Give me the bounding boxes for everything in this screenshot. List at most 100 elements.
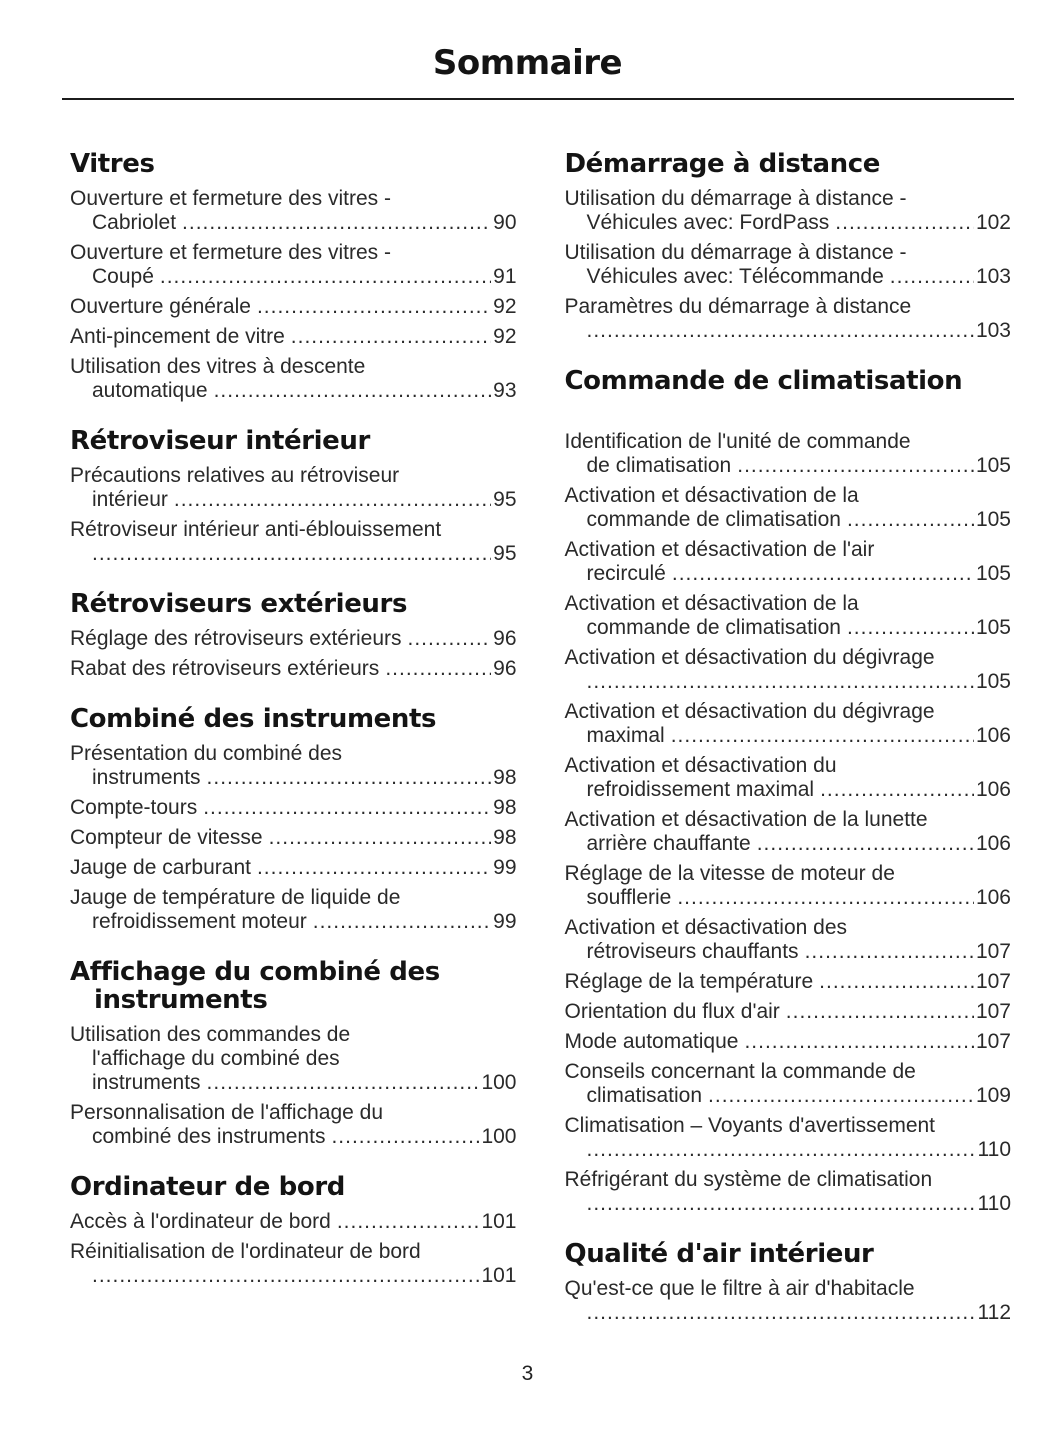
toc-entry[interactable]: Compteur de vitesse 98 [70, 826, 517, 850]
header-divider [62, 98, 1014, 100]
toc-page-number: 101 [481, 1264, 517, 1287]
toc-entry-line: 95 [70, 542, 517, 566]
toc-entry-line: Réglage de la température 107 [565, 970, 1012, 994]
toc-entry[interactable]: Réglage de la température 107 [565, 970, 1012, 994]
section-heading-line: Affichage du combiné des [70, 957, 440, 987]
toc-entry[interactable]: Personnalisation de l'affichage du combin… [70, 1101, 517, 1149]
toc-entry[interactable]: Identification de l'unité de commande de … [565, 430, 1012, 478]
toc-entry-line: Rétroviseur intérieur anti-éblouissement [70, 518, 442, 541]
toc-entry[interactable]: Activation et désactivation de la lunett… [565, 808, 1012, 856]
toc-entry-text: rétroviseurs chauffants [586, 940, 799, 963]
section-heading-line: Commande de climatisation [564, 366, 963, 396]
toc-entry-line: combiné des instruments 100 [70, 1125, 517, 1149]
toc-entry[interactable]: Ouverture générale 92 [70, 295, 517, 319]
toc-entry[interactable]: Utilisation des vitres à descente automat… [70, 355, 517, 403]
toc-page-number: 92 [493, 295, 517, 318]
toc-entry-line: Réinitialisation de l'ordinateur de bord [70, 1240, 421, 1263]
toc-entry[interactable]: Paramètres du démarrage à distance 103 [565, 295, 1012, 343]
toc-entry[interactable]: Réglage des rétroviseurs extérieurs 96 [70, 627, 517, 651]
toc-entry-line: Activation et désactivation de la lunett… [564, 808, 928, 831]
toc-entry-text: refroidissement maximal [586, 778, 815, 801]
toc-entry[interactable]: Compte-tours 98 [70, 796, 517, 820]
toc-entry[interactable]: Jauge de température de liquide de refroi… [70, 886, 517, 934]
toc-entry-text: Compte-tours [70, 796, 198, 819]
toc-entry-text: Compteur de vitesse [70, 826, 263, 849]
toc-section: Rétroviseurs extérieurs Réglage des rétro… [70, 590, 517, 681]
toc-entry[interactable]: Utilisation du démarrage à distance - Véh… [565, 241, 1012, 289]
toc-entry[interactable]: Qu'est-ce que le filtre à air d'habitacl… [565, 1277, 1012, 1325]
toc-entry-line: Qu'est-ce que le filtre à air d'habitacl… [564, 1277, 915, 1300]
toc-entry[interactable]: Activation et désactivation du dégivrage… [565, 646, 1012, 694]
toc-entry[interactable]: Réinitialisation de l'ordinateur de bord… [70, 1240, 517, 1288]
toc-entry[interactable]: Rétroviseur intérieur anti-éblouissement… [70, 518, 517, 566]
toc-entry[interactable]: Activation et désactivation de l'air reci… [565, 538, 1012, 586]
toc-entry-line: Climatisation – Voyants d'avertissement [564, 1114, 936, 1137]
toc-entry-line: Précautions relatives au rétroviseur [70, 464, 400, 487]
toc-entry-line: Compteur de vitesse 98 [70, 826, 517, 850]
toc-entry-text: Véhicules avec: Télécommande [586, 265, 884, 288]
toc-entry-text: Anti-pincement de vitre [70, 325, 285, 348]
toc-entry[interactable]: Activation et désactivation de la command… [565, 484, 1012, 532]
page-title: Sommaire [432, 43, 623, 83]
toc-section: Commande de climatisation Identification … [565, 367, 1012, 1216]
toc-page-number: 99 [493, 910, 517, 933]
toc-entry-text: Jauge de carburant [70, 856, 251, 879]
toc-entry-text: Rabat des rétroviseurs extérieurs [70, 657, 380, 680]
toc-entry-line: intérieur 95 [70, 488, 517, 512]
toc-entry-line: Activation et désactivation du dégivrage [564, 700, 935, 723]
toc-dots-leader [847, 508, 974, 532]
toc-entry[interactable]: Conseils concernant la commande de climat… [565, 1060, 1012, 1108]
toc-entry-text: arrière chauffante [586, 832, 751, 855]
toc-page-number: 101 [481, 1210, 517, 1233]
toc-entry-text: combiné des instruments [92, 1125, 326, 1148]
toc-dots-leader [207, 1071, 480, 1095]
section-heading-line: instruments [94, 985, 268, 1015]
toc-dots-leader [587, 1301, 976, 1325]
toc-page-number: 105 [975, 616, 1011, 639]
toc-entry-line: Mode automatique 107 [565, 1030, 1012, 1054]
toc-entry[interactable]: Activation et désactivation des rétrovise… [565, 916, 1012, 964]
toc-entry[interactable]: Accès à l'ordinateur de bord 101 [70, 1210, 517, 1234]
toc-page-number: 112 [977, 1301, 1011, 1324]
toc-entry-text: refroidissement moteur [92, 910, 307, 933]
toc-dots-leader [677, 886, 974, 910]
toc-page-number: 107 [975, 1030, 1011, 1053]
section-heading: Affichage du combiné des instruments [70, 958, 517, 1014]
toc-entry[interactable]: Rabat des rétroviseurs extérieurs 96 [70, 657, 517, 681]
toc-section: Qualité d'air intérieur Qu'est-ce que le … [565, 1240, 1012, 1325]
toc-section: Rétroviseur intérieur Précautions relativ… [70, 427, 517, 566]
toc-entry-line: 110 [565, 1138, 1011, 1162]
toc-entry[interactable]: Mode automatique 107 [565, 1030, 1012, 1054]
toc-entry[interactable]: Orientation du flux d'air 107 [565, 1000, 1012, 1024]
toc-entry[interactable]: Utilisation du démarrage à distance - Véh… [565, 187, 1012, 235]
toc-entry[interactable]: Climatisation – Voyants d'avertissement 1… [565, 1114, 1012, 1162]
toc-entry[interactable]: Jauge de carburant 99 [70, 856, 517, 880]
section-heading-line: Démarrage à distance [564, 149, 881, 179]
toc-entry-line: Cabriolet 90 [70, 211, 517, 235]
toc-entry[interactable]: Activation et désactivation du dégivrage… [565, 700, 1012, 748]
toc-entry[interactable]: Réfrigérant du système de climatisation 1… [565, 1168, 1012, 1216]
toc-entry[interactable]: Réglage de la vitesse de moteur de souffl… [565, 862, 1012, 910]
toc-entry-line: Véhicules avec: FordPass 102 [565, 211, 1012, 235]
toc-page-number: 93 [493, 379, 517, 402]
toc-section: Combiné des instruments Présentation du c… [70, 705, 517, 934]
toc-entry[interactable]: Précautions relatives au rétroviseur inté… [70, 464, 517, 512]
toc-dots-leader [820, 778, 974, 802]
toc-entry[interactable]: Activation et désactivation du refroidiss… [565, 754, 1012, 802]
toc-page-number: 95 [493, 542, 517, 565]
toc-entry[interactable]: Activation et désactivation de la command… [565, 592, 1012, 640]
toc-entry[interactable]: Utilisation des commandes de l'affichage … [70, 1023, 517, 1095]
section-heading: Ordinateur de bord [70, 1173, 517, 1201]
section-heading-line: Ordinateur de bord [70, 1172, 345, 1202]
toc-entry[interactable]: Ouverture et fermeture des vitres - Coupé… [70, 241, 517, 289]
toc-entry-line: Jauge de carburant 99 [70, 856, 517, 880]
toc-entry-line: Ouverture et fermeture des vitres - [70, 241, 391, 264]
toc-entry-text: intérieur [92, 488, 168, 511]
toc-column-right: Démarrage à distance Utilisation du démar… [565, 150, 1012, 1325]
toc-entry[interactable]: Ouverture et fermeture des vitres - Cabri… [70, 187, 517, 235]
toc-entry-line: Jauge de température de liquide de [70, 886, 401, 909]
section-heading-line: Rétroviseur intérieur [70, 426, 370, 456]
toc-entry[interactable]: Anti-pincement de vitre 92 [70, 325, 517, 349]
